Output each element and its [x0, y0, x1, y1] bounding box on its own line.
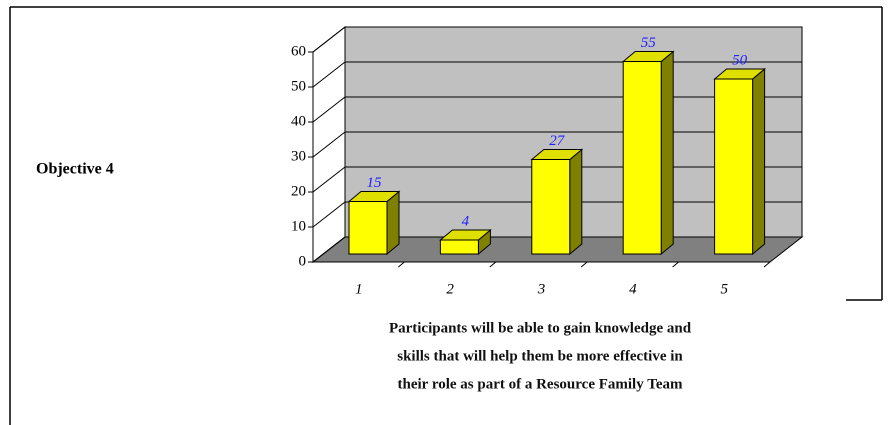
- x-tick-mark: [672, 261, 679, 268]
- x-tick-label: 2: [446, 281, 454, 297]
- x-tick-mark: [489, 261, 497, 268]
- grid-line: [312, 201, 346, 228]
- value-label: 50: [732, 52, 748, 68]
- y-tick-label: 50: [291, 78, 306, 94]
- y-tick-label: 10: [291, 218, 306, 234]
- x-tick-mark: [763, 261, 771, 268]
- caption-line: Participants will be able to gain knowle…: [389, 320, 692, 336]
- x-tick-mark: [580, 261, 588, 268]
- value-label: 55: [641, 35, 657, 51]
- bar-side: [569, 148, 583, 256]
- x-tick-mark: [398, 261, 405, 268]
- bar: [531, 159, 571, 255]
- x-tick-label: 5: [721, 281, 729, 297]
- bar-side: [660, 50, 674, 256]
- x-tick-label: 1: [355, 281, 363, 297]
- y-tick-label: 0: [299, 253, 307, 269]
- grid-line: [312, 61, 346, 88]
- y-tick-label: 20: [291, 183, 306, 199]
- bar-side: [752, 67, 766, 256]
- caption-line: skills that will help them be more effec…: [397, 348, 683, 364]
- frame: [9, 6, 883, 425]
- bar: [622, 61, 662, 255]
- y-tick-label: 40: [291, 113, 306, 129]
- y-tick-label: 30: [291, 148, 306, 164]
- bar: [348, 201, 388, 255]
- x-tick-label: 3: [537, 281, 546, 297]
- grid-line: [312, 166, 346, 193]
- y-tick-label: 60: [291, 43, 306, 59]
- bar: [439, 239, 479, 255]
- grid-line: [312, 131, 346, 158]
- grid-line: [312, 96, 346, 123]
- x-tick-label: 4: [629, 281, 637, 297]
- bar-side: [386, 190, 400, 256]
- grid-line: [312, 236, 346, 263]
- value-label: 15: [367, 175, 383, 191]
- value-label: 27: [549, 133, 566, 149]
- value-label: 4: [462, 213, 470, 229]
- caption-line: their role as part of a Resource Family …: [398, 376, 683, 392]
- bar: [714, 78, 754, 255]
- grid-line: [312, 26, 346, 53]
- side-label: Objective 4: [36, 161, 114, 178]
